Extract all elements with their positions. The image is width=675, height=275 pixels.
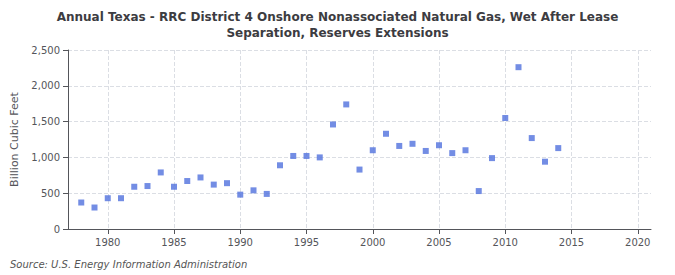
svg-text:2,500: 2,500 (31, 45, 60, 56)
svg-text:2,000: 2,000 (31, 80, 60, 91)
svg-text:1980: 1980 (95, 237, 120, 248)
svg-text:2020: 2020 (625, 237, 650, 248)
svg-text:2015: 2015 (559, 237, 584, 248)
svg-text:1990: 1990 (228, 237, 253, 248)
svg-text:1,000: 1,000 (31, 152, 60, 163)
svg-text:500: 500 (41, 188, 60, 199)
svg-text:2010: 2010 (493, 237, 518, 248)
svg-text:1995: 1995 (294, 237, 319, 248)
svg-text:0: 0 (54, 224, 60, 235)
svg-text:2000: 2000 (360, 237, 385, 248)
svg-text:Separation, Reserves Extension: Separation, Reserves Extensions (226, 26, 448, 40)
svg-text:Billion Cubic Feet: Billion Cubic Feet (8, 91, 21, 186)
svg-text:1985: 1985 (161, 237, 186, 248)
svg-text:Annual Texas - RRC District 4: Annual Texas - RRC District 4 Onshore No… (57, 10, 619, 24)
svg-text:2005: 2005 (426, 237, 451, 248)
svg-text:Source: U.S. Energy Informatio: Source: U.S. Energy Information Administ… (10, 259, 247, 270)
svg-text:1,500: 1,500 (31, 116, 60, 127)
